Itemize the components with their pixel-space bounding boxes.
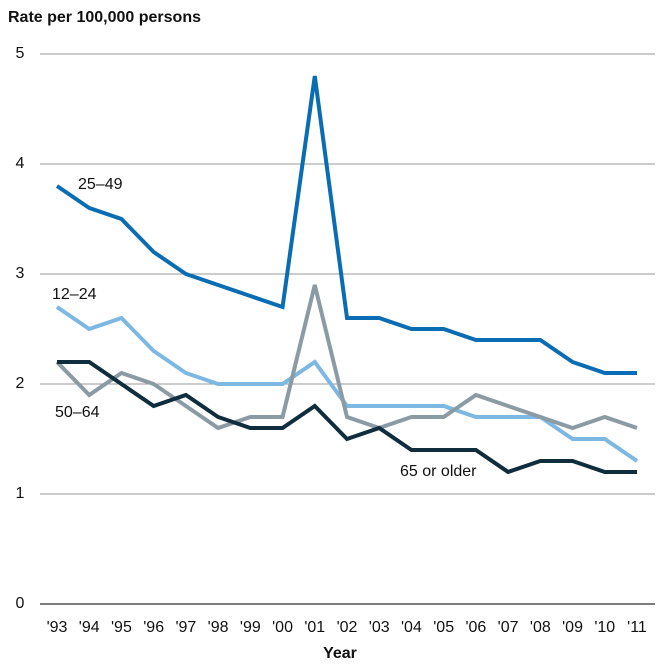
series-label: 65 or older bbox=[400, 463, 477, 480]
series-label: 50–64 bbox=[55, 404, 100, 421]
series-label: 25–49 bbox=[78, 176, 123, 193]
x-tick-label: '08 bbox=[530, 619, 551, 636]
x-tick-label: '05 bbox=[433, 619, 454, 636]
x-tick-label: '04 bbox=[401, 619, 422, 636]
series-label: 12–24 bbox=[52, 286, 97, 303]
x-tick-label: '03 bbox=[369, 619, 390, 636]
x-tick-label: '98 bbox=[208, 619, 229, 636]
x-tick-label: '09 bbox=[562, 619, 583, 636]
x-tick-label: '02 bbox=[337, 619, 358, 636]
x-axis-label: Year bbox=[323, 645, 357, 662]
x-tick-label: '99 bbox=[240, 619, 261, 636]
y-axis-label: Rate per 100,000 persons bbox=[8, 9, 201, 26]
series-line bbox=[57, 360, 637, 475]
x-tick-label: '00 bbox=[272, 619, 293, 636]
series-line bbox=[55, 284, 638, 431]
y-tick-label: 5 bbox=[16, 45, 25, 62]
y-tick-label: 4 bbox=[16, 155, 25, 172]
x-tick-label: '11 bbox=[627, 619, 647, 636]
series-line bbox=[55, 75, 637, 375]
x-tick-label: '96 bbox=[143, 619, 164, 636]
x-tick-label: '07 bbox=[498, 619, 519, 636]
x-tick-label: '01 bbox=[304, 619, 325, 636]
x-tick-label: '93 bbox=[47, 619, 68, 636]
y-tick-label: 3 bbox=[16, 265, 25, 282]
y-tick-label: 2 bbox=[16, 375, 25, 392]
x-tick-label: '94 bbox=[79, 619, 100, 636]
x-tick-label: '95 bbox=[111, 619, 132, 636]
y-tick-label: 1 bbox=[16, 485, 25, 502]
x-tick-label: '06 bbox=[465, 619, 486, 636]
y-tick-label: 0 bbox=[16, 595, 25, 612]
x-tick-label: '10 bbox=[594, 619, 615, 636]
x-tick-label: '97 bbox=[175, 619, 196, 636]
